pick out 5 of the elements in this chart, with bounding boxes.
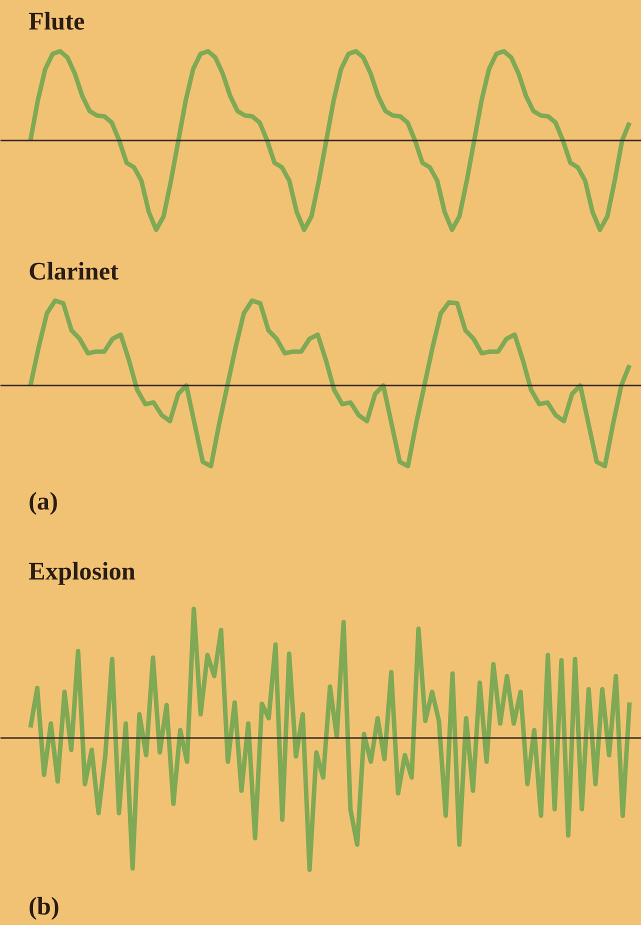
- chart-title: Clarinet: [28, 258, 120, 286]
- text: (a): [28, 488, 58, 516]
- chart-title: Explosion: [28, 558, 136, 586]
- text: (b): [28, 892, 60, 920]
- chart-title: Flute: [28, 8, 85, 36]
